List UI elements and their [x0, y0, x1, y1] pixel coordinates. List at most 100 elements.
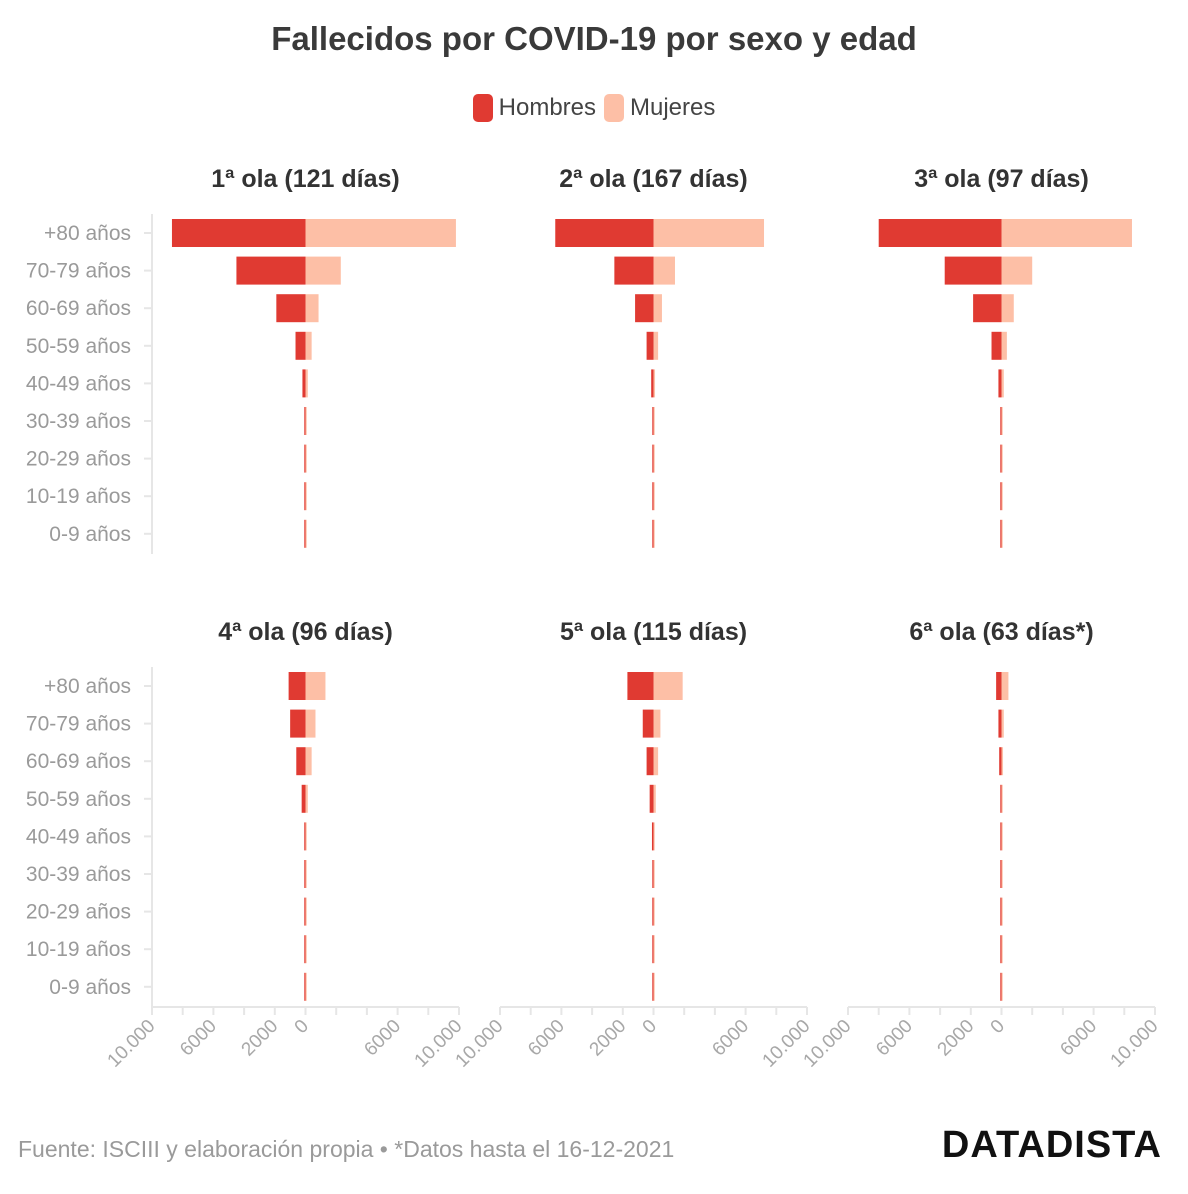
bar-mujeres-10-19-a-os: [1001, 935, 1003, 964]
bar-hombres-40-49-a-os: [651, 822, 654, 851]
bar-hombres-80-a-os: [878, 219, 1002, 247]
bar-mujeres-40-49-a-os: [1001, 369, 1004, 398]
bar-hombres-20-29-a-os: [1000, 444, 1002, 473]
age-label-40-49-a-os: 40-49 años: [26, 372, 131, 395]
bar-hombres-0-9-a-os: [652, 519, 654, 548]
bar-hombres-70-79-a-os: [642, 709, 654, 738]
bar-mujeres-60-69-a-os: [653, 294, 662, 323]
bar-hombres-40-49-a-os: [998, 369, 1002, 398]
bar-mujeres-20-29-a-os: [305, 897, 307, 926]
bar-mujeres-70-79-a-os: [1001, 709, 1004, 738]
bar-hombres-30-39-a-os: [1000, 407, 1002, 435]
bar-mujeres-50-59-a-os: [1001, 784, 1003, 813]
legend-item-hombres[interactable]: Hombres: [472, 94, 596, 122]
bar-mujeres-50-59-a-os: [653, 784, 656, 813]
age-label-80-a-os: +80 años: [44, 222, 131, 245]
bar-hombres-30-39-a-os: [1000, 860, 1002, 888]
chart-title: Fallecidos por COVID-19 por sexo y edad: [271, 20, 917, 57]
x-tick-label: 6000: [708, 1016, 753, 1061]
bar-hombres-80-a-os: [996, 672, 1002, 700]
bar-mujeres-20-29-a-os: [1001, 897, 1003, 926]
bar-mujeres-50-59-a-os: [1001, 331, 1007, 360]
bar-hombres-50-59-a-os: [649, 784, 654, 813]
bar-hombres-10-19-a-os: [304, 482, 306, 511]
bar-mujeres-70-79-a-os: [305, 256, 341, 285]
bar-mujeres-80-a-os: [653, 672, 683, 700]
legend-swatch-hombres: [472, 94, 493, 122]
bar-mujeres-70-79-a-os: [653, 709, 661, 738]
bar-mujeres-30-39-a-os: [653, 860, 655, 888]
bar-mujeres-50-59-a-os: [305, 784, 308, 813]
bar-hombres-20-29-a-os: [1000, 897, 1002, 926]
bar-hombres-70-79-a-os: [236, 256, 306, 285]
bar-hombres-60-69-a-os: [999, 747, 1002, 776]
legend-label-mujeres: Mujeres: [630, 94, 716, 121]
bar-hombres-0-9-a-os: [1000, 972, 1002, 1001]
age-label-50-59-a-os: 50-59 años: [26, 335, 131, 358]
x-tick-label: 2000: [586, 1016, 631, 1061]
bar-hombres-80-a-os: [627, 672, 654, 700]
bar-hombres-50-59-a-os: [301, 784, 306, 813]
bar-mujeres-80-a-os: [653, 219, 765, 247]
bar-mujeres-80-a-os: [305, 219, 456, 247]
bar-mujeres-20-29-a-os: [653, 444, 655, 473]
bar-mujeres-0-9-a-os: [653, 519, 655, 548]
bar-hombres-80-a-os: [288, 672, 306, 700]
bar-mujeres-30-39-a-os: [1001, 407, 1003, 435]
legend-item-mujeres[interactable]: Mujeres: [604, 94, 715, 122]
panel-title-4: 4ª ola (96 días): [218, 618, 393, 646]
bar-hombres-20-29-a-os: [652, 897, 654, 926]
x-tick-label: 6000: [1056, 1016, 1101, 1061]
panel-title-5: 5ª ola (115 días): [560, 618, 747, 646]
bar-mujeres-70-79-a-os: [653, 256, 675, 285]
x-tick-label: 2000: [238, 1016, 283, 1061]
source-note: Fuente: ISCIII y elaboración propia • *D…: [18, 1136, 675, 1162]
x-tick-label: 6000: [176, 1016, 221, 1061]
bar-mujeres-10-19-a-os: [305, 482, 307, 511]
bar-mujeres-10-19-a-os: [653, 935, 655, 964]
age-label-20-29-a-os: 20-29 años: [26, 901, 131, 924]
bar-hombres-70-79-a-os: [614, 256, 654, 285]
bar-hombres-50-59-a-os: [646, 331, 654, 360]
bar-mujeres-10-19-a-os: [653, 482, 655, 511]
bar-mujeres-0-9-a-os: [1001, 519, 1003, 548]
bar-hombres-20-29-a-os: [304, 444, 306, 473]
bar-hombres-10-19-a-os: [652, 482, 654, 511]
x-tick-label: 6000: [524, 1016, 569, 1061]
bar-mujeres-80-a-os: [1001, 219, 1132, 247]
x-tick-label: 0: [291, 1016, 313, 1038]
bar-mujeres-30-39-a-os: [1001, 860, 1003, 888]
age-label-10-19-a-os: 10-19 años: [26, 938, 131, 961]
bar-mujeres-0-9-a-os: [653, 972, 655, 1001]
chart-area: 1ª ola (121 días) +80 años 70-79 años 60-69…: [26, 165, 1163, 1072]
bar-hombres-70-79-a-os: [944, 256, 1002, 285]
bar-mujeres-30-39-a-os: [653, 407, 655, 435]
bar-mujeres-40-49-a-os: [653, 369, 656, 398]
bar-hombres-50-59-a-os: [1000, 784, 1002, 813]
bar-hombres-60-69-a-os: [296, 747, 306, 776]
bar-hombres-30-39-a-os: [304, 860, 306, 888]
bar-hombres-40-49-a-os: [304, 822, 306, 851]
bar-mujeres-20-29-a-os: [653, 897, 655, 926]
bar-hombres-30-39-a-os: [652, 407, 654, 435]
bar-mujeres-60-69-a-os: [305, 747, 312, 776]
age-label-50-59-a-os: 50-59 años: [26, 788, 131, 811]
bar-mujeres-50-59-a-os: [653, 331, 659, 360]
bar-hombres-0-9-a-os: [1000, 519, 1002, 548]
brand-logo: DATADISTA: [941, 1124, 1162, 1166]
panel-title-1: 1ª ola (121 días): [211, 165, 400, 193]
bar-mujeres-0-9-a-os: [305, 519, 307, 548]
bar-mujeres-60-69-a-os: [1001, 747, 1004, 776]
bar-mujeres-60-69-a-os: [1001, 294, 1014, 323]
bar-mujeres-50-59-a-os: [305, 331, 312, 360]
bar-hombres-60-69-a-os: [635, 294, 654, 323]
bar-mujeres-60-69-a-os: [305, 294, 319, 323]
bar-hombres-40-49-a-os: [302, 369, 306, 398]
bar-hombres-10-19-a-os: [1000, 935, 1002, 964]
age-label-20-29-a-os: 20-29 años: [26, 448, 131, 471]
panel-title-3: 3ª ola (97 días): [914, 165, 1089, 193]
bar-mujeres-60-69-a-os: [653, 747, 659, 776]
age-label-0-9-a-os: 0-9 años: [49, 523, 131, 546]
bar-mujeres-80-a-os: [305, 672, 326, 700]
panel-title-6: 6ª ola (63 días*): [909, 618, 1093, 646]
